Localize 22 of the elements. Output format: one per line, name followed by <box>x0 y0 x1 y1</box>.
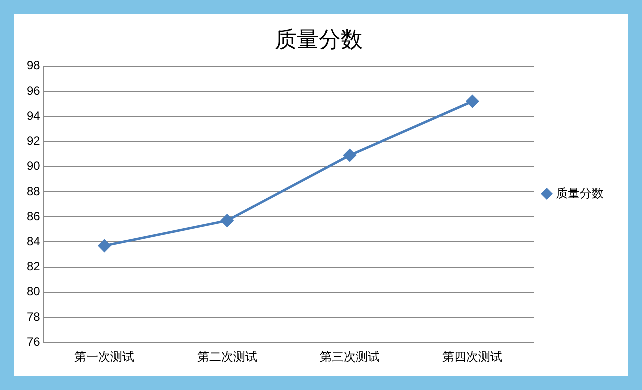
chart-title: 质量分数 <box>275 28 363 53</box>
point <box>221 214 234 228</box>
y-tick-label: 98 <box>26 58 41 73</box>
point <box>98 240 111 252</box>
y-tick-label: 80 <box>26 284 41 299</box>
x-tick-label: 第二次测试 <box>197 350 258 364</box>
x-tick-label: 第三次测试 <box>320 350 380 364</box>
y-tick-label: 82 <box>26 260 41 274</box>
y-tick-label: 92 <box>26 134 41 148</box>
y-tick-label: 88 <box>26 184 41 198</box>
legend-label: 质量分数 <box>556 186 604 200</box>
y-tick-label: 76 <box>26 334 41 349</box>
y-tick-label: 94 <box>26 108 41 123</box>
x-tick-label: 第一次测试 <box>74 350 135 364</box>
y-tick-label: 96 <box>26 84 41 98</box>
x-tick-label: 第四次测试 <box>442 350 503 364</box>
y-tick-label: 78 <box>26 310 41 324</box>
point <box>344 149 356 162</box>
y-tick-label: 86 <box>26 209 41 224</box>
y-tick-label: 90 <box>26 159 41 174</box>
y-tick-label: 84 <box>26 234 41 248</box>
point <box>466 95 479 108</box>
